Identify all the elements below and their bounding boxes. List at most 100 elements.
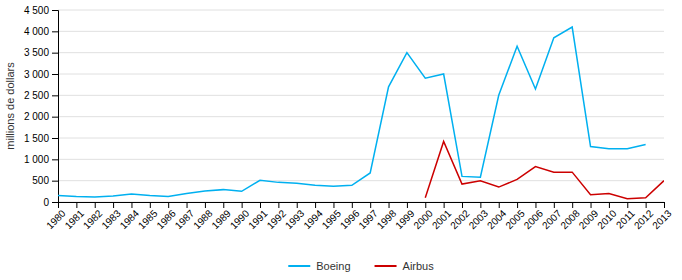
- x-tick-label: 1993: [283, 207, 307, 231]
- legend-label: Boeing: [316, 260, 350, 272]
- x-tick-label: 1984: [118, 207, 142, 231]
- grid: [58, 10, 664, 202]
- legend-item: Airbus: [375, 260, 435, 272]
- x-tick-mark: [168, 202, 169, 208]
- x-tick-label: 1996: [338, 207, 362, 231]
- x-tick: 1985: [136, 202, 160, 231]
- x-tick: 1983: [99, 202, 123, 231]
- x-tick-label: 2004: [485, 207, 509, 231]
- x-tick: 1993: [283, 202, 307, 231]
- x-tick: 1986: [154, 202, 178, 231]
- x-tick-mark: [462, 202, 463, 208]
- lines: [58, 27, 664, 199]
- y-tick-mark: [52, 74, 58, 75]
- x-tick: 1997: [356, 202, 380, 231]
- grid-line: [58, 95, 664, 96]
- x-tick-label: 1990: [228, 207, 252, 231]
- chart: 05001 0001 5002 0002 5003 0003 5004 0004…: [0, 0, 682, 280]
- y-tick: 2 000: [24, 111, 58, 122]
- y-tick-label: 3 000: [24, 69, 49, 80]
- y-tick: 2 500: [24, 90, 58, 101]
- y-axis-title: millions de dollars: [4, 62, 16, 150]
- grid-line: [58, 52, 664, 53]
- x-tick: 1987: [173, 202, 197, 231]
- x-tick-mark: [646, 202, 647, 208]
- grid-line: [58, 180, 664, 181]
- x-axis: 1980198119821983198419851986198719881989…: [44, 202, 674, 231]
- x-tick-label: 1980: [44, 207, 68, 231]
- x-tick: 2009: [577, 202, 601, 231]
- x-tick-label: 2001: [430, 207, 454, 231]
- x-tick: 2004: [485, 202, 509, 231]
- x-tick: 1999: [393, 202, 417, 231]
- x-tick-label: 1981: [63, 207, 87, 231]
- x-tick-mark: [95, 202, 96, 208]
- x-tick-mark: [499, 202, 500, 208]
- x-tick-mark: [315, 202, 316, 208]
- y-tick-label: 500: [32, 175, 49, 186]
- x-tick-label: 2003: [467, 207, 491, 231]
- x-tick: 2012: [632, 202, 656, 231]
- y-tick: 1 000: [24, 154, 58, 165]
- y-tick: 4 500: [24, 5, 58, 16]
- x-tick-mark: [242, 202, 243, 208]
- x-tick-label: 2006: [522, 207, 546, 231]
- x-tick-label: 2010: [595, 207, 619, 231]
- x-tick-mark: [664, 202, 665, 208]
- x-tick-label: 2007: [540, 207, 564, 231]
- x-tick-mark: [278, 202, 279, 208]
- x-tick-label: 1987: [173, 207, 197, 231]
- legend-swatch: [288, 265, 310, 267]
- x-tick-label: 1997: [356, 207, 380, 231]
- x-tick: 1988: [191, 202, 215, 231]
- y-tick-mark: [52, 181, 58, 182]
- y-tick-mark: [52, 53, 58, 54]
- x-tick: 1998: [375, 202, 399, 231]
- x-tick-label: 2002: [448, 207, 472, 231]
- x-tick-label: 1998: [375, 207, 399, 231]
- y-tick-mark: [52, 31, 58, 32]
- x-tick: 2003: [467, 202, 491, 231]
- x-tick-mark: [150, 202, 151, 208]
- legend-label: Airbus: [403, 260, 435, 272]
- x-tick-mark: [591, 202, 592, 208]
- x-tick: 1989: [209, 202, 233, 231]
- y-tick-mark: [52, 202, 58, 203]
- x-tick-label: 1989: [209, 207, 233, 231]
- x-tick: 2010: [595, 202, 619, 231]
- x-tick: 1980: [44, 202, 68, 231]
- x-tick-mark: [517, 202, 518, 208]
- x-tick-mark: [627, 202, 628, 208]
- series-line: [425, 141, 664, 198]
- y-tick-label: 0: [43, 197, 49, 208]
- x-tick-mark: [480, 202, 481, 208]
- y-tick-mark: [52, 95, 58, 96]
- x-tick: 1990: [228, 202, 252, 231]
- x-tick-mark: [187, 202, 188, 208]
- x-tick: 1996: [338, 202, 362, 231]
- x-tick: 1982: [81, 202, 105, 231]
- x-tick-label: 1992: [265, 207, 289, 231]
- x-tick-mark: [389, 202, 390, 208]
- y-tick-mark: [52, 117, 58, 118]
- x-tick: 2001: [430, 202, 454, 231]
- x-tick-label: 1995: [320, 207, 344, 231]
- x-tick-label: 2005: [503, 207, 527, 231]
- y-tick-mark: [52, 138, 58, 139]
- x-tick-label: 1985: [136, 207, 160, 231]
- x-tick-mark: [535, 202, 536, 208]
- y-tick-label: 3 500: [24, 47, 49, 58]
- y-tick-mark: [52, 10, 58, 11]
- x-tick: 1981: [63, 202, 87, 231]
- x-tick: 1984: [118, 202, 142, 231]
- x-tick: 2000: [411, 202, 435, 231]
- x-tick-mark: [572, 202, 573, 208]
- x-tick-mark: [260, 202, 261, 208]
- y-tick: 3 000: [24, 69, 58, 80]
- grid-line: [58, 10, 664, 11]
- x-tick-label: 1999: [393, 207, 417, 231]
- x-tick-mark: [113, 202, 114, 208]
- x-tick-mark: [131, 202, 132, 208]
- x-tick-mark: [609, 202, 610, 208]
- y-tick: 500: [32, 175, 58, 186]
